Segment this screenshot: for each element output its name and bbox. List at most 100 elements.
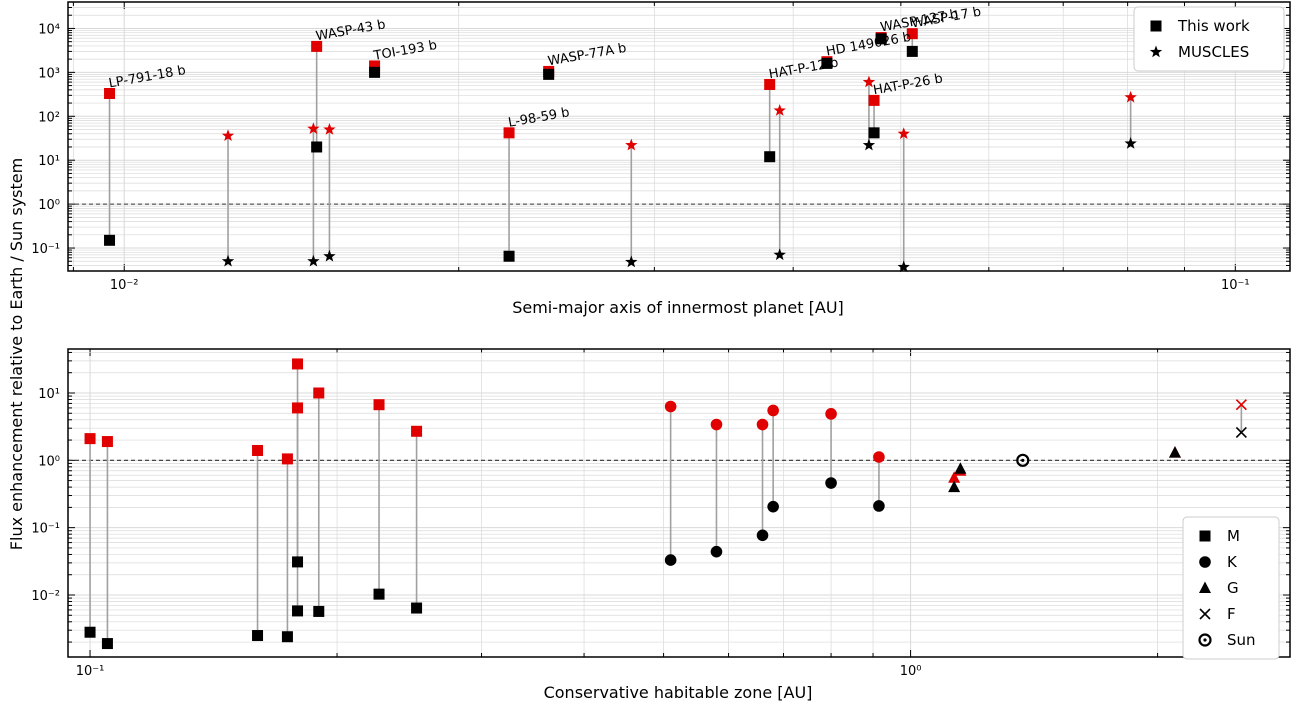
point-observed [875,33,887,45]
x-tick-label: 10⁻¹ [76,664,105,679]
point-enhanced [292,402,304,414]
point-observed [84,626,96,638]
sun-ring [1198,633,1212,647]
point-enhanced [311,40,323,52]
point-observed [764,151,776,163]
point-enhanced [313,387,325,399]
x-axis-label-bottom: Conservative habitable zone [AU] [544,683,813,702]
point-observed [821,57,833,69]
legend-label: F [1227,605,1236,623]
point-enhanced [221,129,235,142]
plot-frame [67,1,1291,272]
grid-lines [68,349,1290,657]
point-observed [756,529,769,542]
legend-label: K [1227,553,1238,571]
point-observed [281,631,293,643]
point-enhanced [1235,399,1247,411]
planet-label: L-98-59 b [507,105,571,131]
legend-label: G [1227,579,1239,597]
point-observed [825,477,837,489]
point-enhanced [292,358,304,370]
point-observed [1168,446,1181,458]
point-enhanced [897,127,910,140]
point-enhanced [767,404,779,417]
point-observed [543,68,555,80]
y-tick-label: 10¹ [38,387,60,402]
point-observed [710,545,723,558]
point-observed [307,254,320,267]
point-observed [664,554,677,566]
point-observed [373,588,385,600]
point-observed [313,605,325,617]
y-tick-label: 10⁴ [38,22,60,37]
point-enhanced [773,104,786,116]
point-enhanced [906,28,918,40]
legend-box [1133,6,1285,72]
y-tick-label: 10² [38,110,60,125]
point-enhanced [1124,90,1137,103]
point-observed [503,250,515,262]
planet-label: HD 149026 b [825,30,912,60]
point-observed [1235,426,1247,438]
legend-label: This work [1177,17,1250,35]
y-tick-label: 10³ [38,66,60,81]
point-observed [906,45,918,57]
point-observed [411,602,423,614]
point-enhanced [625,138,638,151]
point-observed [625,255,638,268]
point-observed [104,234,116,246]
x-stroke [1235,426,1247,438]
point-enhanced [948,471,961,483]
point-enhanced [101,436,113,448]
point-enhanced [664,400,677,413]
grid-lines [68,1,1290,272]
point-observed [954,462,967,474]
x-tick-label: 10⁻¹ [1221,278,1250,293]
point-enhanced [873,451,885,463]
point-observed [311,141,323,153]
point-enhanced [710,418,723,431]
point-observed [101,638,113,650]
point-enhanced [252,444,264,456]
bottom-panel: 10⁻¹ 10⁰ 10⁻² 10⁻¹ 10⁰ 10¹ [31,348,1291,679]
sun-dot [1203,638,1207,642]
legend-marker [1199,608,1211,620]
y-tick-label: 10⁰ [38,454,60,469]
point-enhanced [756,418,769,431]
legend-marker [1150,20,1162,32]
legend-box [1182,516,1280,660]
sun-ring [1016,453,1030,467]
point-enhanced [281,453,293,465]
point-observed [948,480,961,493]
x-tick-label: 10⁻² [110,278,139,293]
plot-frame [67,348,1291,658]
legend-label: MUSCLES [1178,43,1249,61]
sun-dot [1021,458,1025,462]
point-enhanced [868,94,880,106]
legend-top: This work MUSCLES [1133,6,1285,72]
point-enhanced [862,75,876,88]
point-enhanced [373,399,385,411]
point-enhanced [84,433,96,445]
point-observed [252,630,264,642]
point-enhanced [825,408,837,420]
point-enhanced [764,78,776,90]
point-enhanced [411,425,423,437]
planet-label: WASP-43 b [315,17,387,44]
planet-label: HAT-P-26 b [872,71,944,98]
point-enhanced [307,122,320,135]
legend-marker [1199,556,1211,568]
legend-label: Sun [1227,631,1256,649]
legend-marker [1199,581,1211,593]
y-tick-label: 10⁻¹ [31,522,60,537]
planet-label: LP-791-18 b [108,63,187,91]
point-observed [767,500,779,513]
legend-label: M [1227,527,1240,545]
point-observed [868,127,880,139]
point-enhanced [323,123,336,135]
point-observed [862,138,876,151]
legend-marker [1198,633,1212,647]
y-tick-label: 10⁰ [38,198,60,213]
